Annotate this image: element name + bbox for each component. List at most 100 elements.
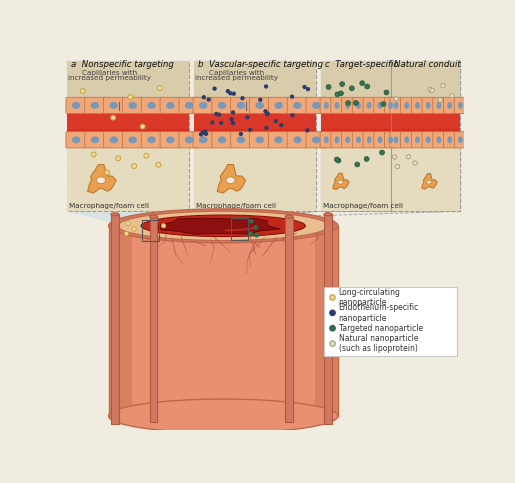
Circle shape: [265, 112, 269, 116]
Polygon shape: [217, 165, 246, 193]
FancyBboxPatch shape: [66, 97, 87, 114]
FancyBboxPatch shape: [320, 97, 332, 114]
Ellipse shape: [404, 102, 409, 109]
Ellipse shape: [255, 102, 264, 109]
Text: Macrophage/foam cell: Macrophage/foam cell: [196, 203, 276, 209]
FancyBboxPatch shape: [250, 97, 270, 114]
Bar: [315, 226, 338, 416]
Circle shape: [305, 128, 310, 132]
FancyBboxPatch shape: [352, 132, 365, 148]
Ellipse shape: [185, 102, 194, 109]
Ellipse shape: [346, 136, 350, 143]
Bar: [194, 61, 316, 106]
Bar: [391, 147, 460, 211]
Circle shape: [428, 87, 433, 92]
Circle shape: [336, 158, 341, 163]
Circle shape: [330, 341, 335, 346]
Ellipse shape: [128, 102, 137, 109]
Ellipse shape: [110, 136, 118, 143]
Ellipse shape: [218, 102, 226, 109]
Circle shape: [157, 85, 162, 90]
FancyBboxPatch shape: [341, 132, 354, 148]
Circle shape: [264, 85, 268, 88]
Text: Natural conduit: Natural conduit: [394, 60, 460, 69]
Text: increased permeability: increased permeability: [68, 75, 151, 81]
Circle shape: [245, 115, 250, 119]
Ellipse shape: [415, 102, 420, 109]
FancyBboxPatch shape: [331, 132, 343, 148]
FancyBboxPatch shape: [193, 97, 213, 114]
Ellipse shape: [415, 136, 420, 143]
FancyBboxPatch shape: [411, 132, 424, 148]
Ellipse shape: [356, 102, 361, 109]
Polygon shape: [153, 218, 280, 234]
FancyBboxPatch shape: [66, 132, 87, 148]
Ellipse shape: [324, 102, 329, 109]
Circle shape: [239, 132, 243, 136]
FancyBboxPatch shape: [160, 132, 180, 148]
Circle shape: [214, 112, 218, 116]
Circle shape: [360, 81, 365, 85]
FancyBboxPatch shape: [363, 132, 375, 148]
Circle shape: [279, 123, 283, 127]
FancyBboxPatch shape: [212, 97, 232, 114]
Bar: [194, 147, 316, 211]
Ellipse shape: [199, 136, 208, 143]
Ellipse shape: [324, 213, 332, 216]
Ellipse shape: [274, 102, 283, 109]
Circle shape: [132, 227, 136, 231]
FancyBboxPatch shape: [443, 97, 456, 114]
Ellipse shape: [110, 102, 118, 109]
Ellipse shape: [447, 136, 452, 143]
Circle shape: [254, 233, 259, 237]
Text: increased permeability: increased permeability: [195, 75, 278, 81]
FancyBboxPatch shape: [123, 132, 143, 148]
Circle shape: [302, 85, 307, 89]
FancyBboxPatch shape: [306, 132, 327, 148]
Circle shape: [349, 86, 354, 91]
Circle shape: [200, 131, 205, 135]
FancyBboxPatch shape: [104, 97, 124, 114]
Circle shape: [273, 119, 278, 123]
Circle shape: [131, 164, 136, 169]
Bar: [321, 106, 391, 139]
Bar: [285, 216, 293, 422]
Bar: [150, 216, 158, 422]
Circle shape: [126, 221, 130, 226]
Circle shape: [232, 92, 236, 96]
FancyBboxPatch shape: [231, 132, 251, 148]
Ellipse shape: [199, 102, 208, 109]
FancyBboxPatch shape: [179, 97, 199, 114]
FancyBboxPatch shape: [193, 132, 213, 148]
Ellipse shape: [426, 180, 432, 184]
FancyBboxPatch shape: [454, 132, 467, 148]
Ellipse shape: [91, 136, 99, 143]
Circle shape: [441, 84, 445, 88]
Bar: [111, 214, 118, 424]
Ellipse shape: [426, 102, 431, 109]
Ellipse shape: [293, 102, 302, 109]
Circle shape: [438, 98, 442, 102]
Ellipse shape: [388, 136, 393, 143]
Circle shape: [290, 95, 294, 99]
Circle shape: [395, 164, 400, 169]
Ellipse shape: [426, 136, 431, 143]
Circle shape: [140, 124, 145, 129]
Ellipse shape: [111, 213, 118, 216]
Circle shape: [202, 95, 206, 99]
Bar: [321, 61, 391, 106]
Ellipse shape: [388, 102, 393, 109]
FancyBboxPatch shape: [401, 132, 413, 148]
Bar: [109, 226, 132, 416]
FancyBboxPatch shape: [160, 97, 180, 114]
Circle shape: [346, 100, 351, 106]
Circle shape: [381, 101, 386, 106]
Ellipse shape: [226, 177, 235, 184]
Ellipse shape: [72, 136, 80, 143]
Ellipse shape: [437, 102, 441, 109]
FancyBboxPatch shape: [268, 97, 289, 114]
Circle shape: [231, 110, 235, 114]
FancyBboxPatch shape: [212, 132, 232, 148]
Ellipse shape: [141, 215, 305, 237]
Ellipse shape: [128, 136, 137, 143]
